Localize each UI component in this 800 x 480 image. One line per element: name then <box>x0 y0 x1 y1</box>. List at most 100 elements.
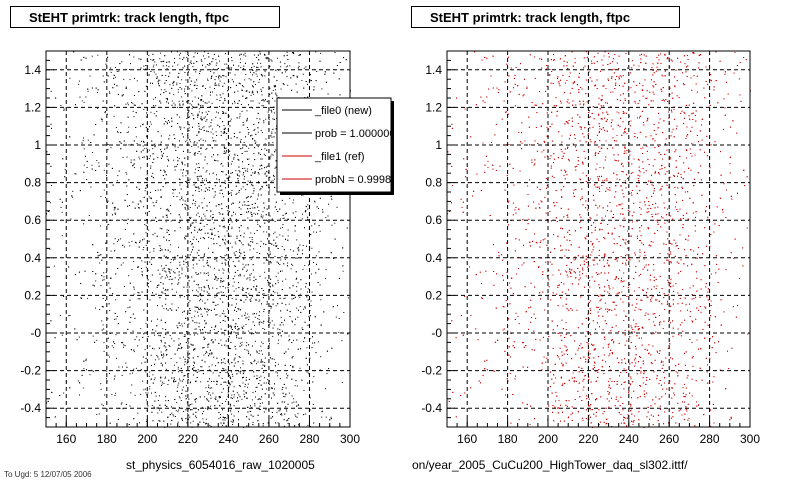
data-point <box>247 196 249 198</box>
data-point <box>256 351 258 353</box>
data-point <box>292 367 294 369</box>
data-point <box>258 291 260 293</box>
data-point <box>153 205 155 207</box>
data-point <box>224 419 226 421</box>
data-point <box>102 324 104 326</box>
data-point <box>144 261 146 263</box>
data-point <box>230 235 232 237</box>
data-point <box>304 337 306 338</box>
data-point <box>160 89 162 91</box>
data-point <box>238 328 240 330</box>
data-point <box>201 315 203 317</box>
data-point <box>118 239 120 241</box>
data-point <box>141 260 143 262</box>
data-point <box>210 397 212 399</box>
data-point <box>164 89 166 91</box>
data-point <box>315 80 317 82</box>
data-point <box>184 364 186 366</box>
data-point <box>159 409 160 411</box>
data-point <box>128 241 130 243</box>
data-point <box>257 206 259 208</box>
data-point <box>292 365 294 367</box>
data-point <box>271 387 273 389</box>
data-point <box>211 387 213 389</box>
data-point <box>275 166 277 168</box>
data-point <box>327 215 329 217</box>
data-point <box>234 241 236 243</box>
data-point <box>178 323 180 324</box>
data-point <box>203 338 205 340</box>
data-point <box>300 311 302 313</box>
data-point <box>231 203 232 205</box>
data-point <box>196 274 198 275</box>
data-point <box>308 315 310 317</box>
data-point <box>222 121 224 123</box>
data-point <box>204 331 206 333</box>
data-point <box>221 262 223 264</box>
data-point <box>177 421 179 423</box>
data-point <box>163 123 165 125</box>
data-point <box>205 66 207 68</box>
data-point <box>130 63 131 65</box>
data-point <box>211 364 213 366</box>
data-point <box>236 335 237 337</box>
data-point <box>206 399 208 401</box>
data-point <box>193 62 195 64</box>
data-point <box>313 422 315 424</box>
data-point <box>174 272 176 274</box>
data-point <box>266 302 268 304</box>
data-point <box>200 313 202 315</box>
data-point <box>185 418 187 420</box>
data-point <box>243 86 245 88</box>
data-point <box>172 278 174 280</box>
data-point <box>261 288 263 289</box>
data-point <box>204 102 206 104</box>
data-point <box>214 398 216 399</box>
data-point <box>214 234 216 236</box>
data-point <box>116 357 117 359</box>
data-point <box>196 61 198 63</box>
data-point <box>113 115 115 117</box>
data-point <box>313 231 315 233</box>
data-point <box>170 278 172 280</box>
data-point <box>250 405 251 407</box>
data-point <box>266 171 268 173</box>
data-point <box>178 214 180 216</box>
data-point <box>261 341 263 343</box>
data-point <box>225 151 227 153</box>
data-point <box>239 396 241 398</box>
data-point <box>117 208 119 210</box>
data-point <box>189 84 191 86</box>
data-point <box>235 323 237 325</box>
data-point <box>190 80 192 82</box>
data-point <box>282 235 284 237</box>
data-point <box>205 422 207 424</box>
data-point <box>205 171 207 173</box>
data-point <box>248 316 250 318</box>
data-point <box>231 160 233 162</box>
data-point <box>206 180 207 182</box>
data-point <box>222 361 224 363</box>
data-point <box>209 86 211 88</box>
data-point <box>139 422 140 424</box>
data-point <box>150 165 152 167</box>
data-point <box>251 239 253 241</box>
data-point <box>178 100 180 102</box>
data-point <box>48 210 50 212</box>
data-point <box>264 328 266 330</box>
data-point <box>205 352 207 354</box>
data-point <box>224 63 226 65</box>
data-point <box>234 271 236 273</box>
data-point <box>176 114 178 116</box>
data-point <box>81 100 83 102</box>
data-point <box>277 328 279 330</box>
data-point <box>313 200 315 202</box>
data-point <box>114 318 116 320</box>
data-point <box>157 356 159 358</box>
data-point <box>189 300 191 302</box>
data-point <box>132 201 134 203</box>
data-point <box>242 68 244 70</box>
data-point <box>186 266 188 268</box>
data-point <box>165 354 167 356</box>
data-point <box>213 140 215 142</box>
